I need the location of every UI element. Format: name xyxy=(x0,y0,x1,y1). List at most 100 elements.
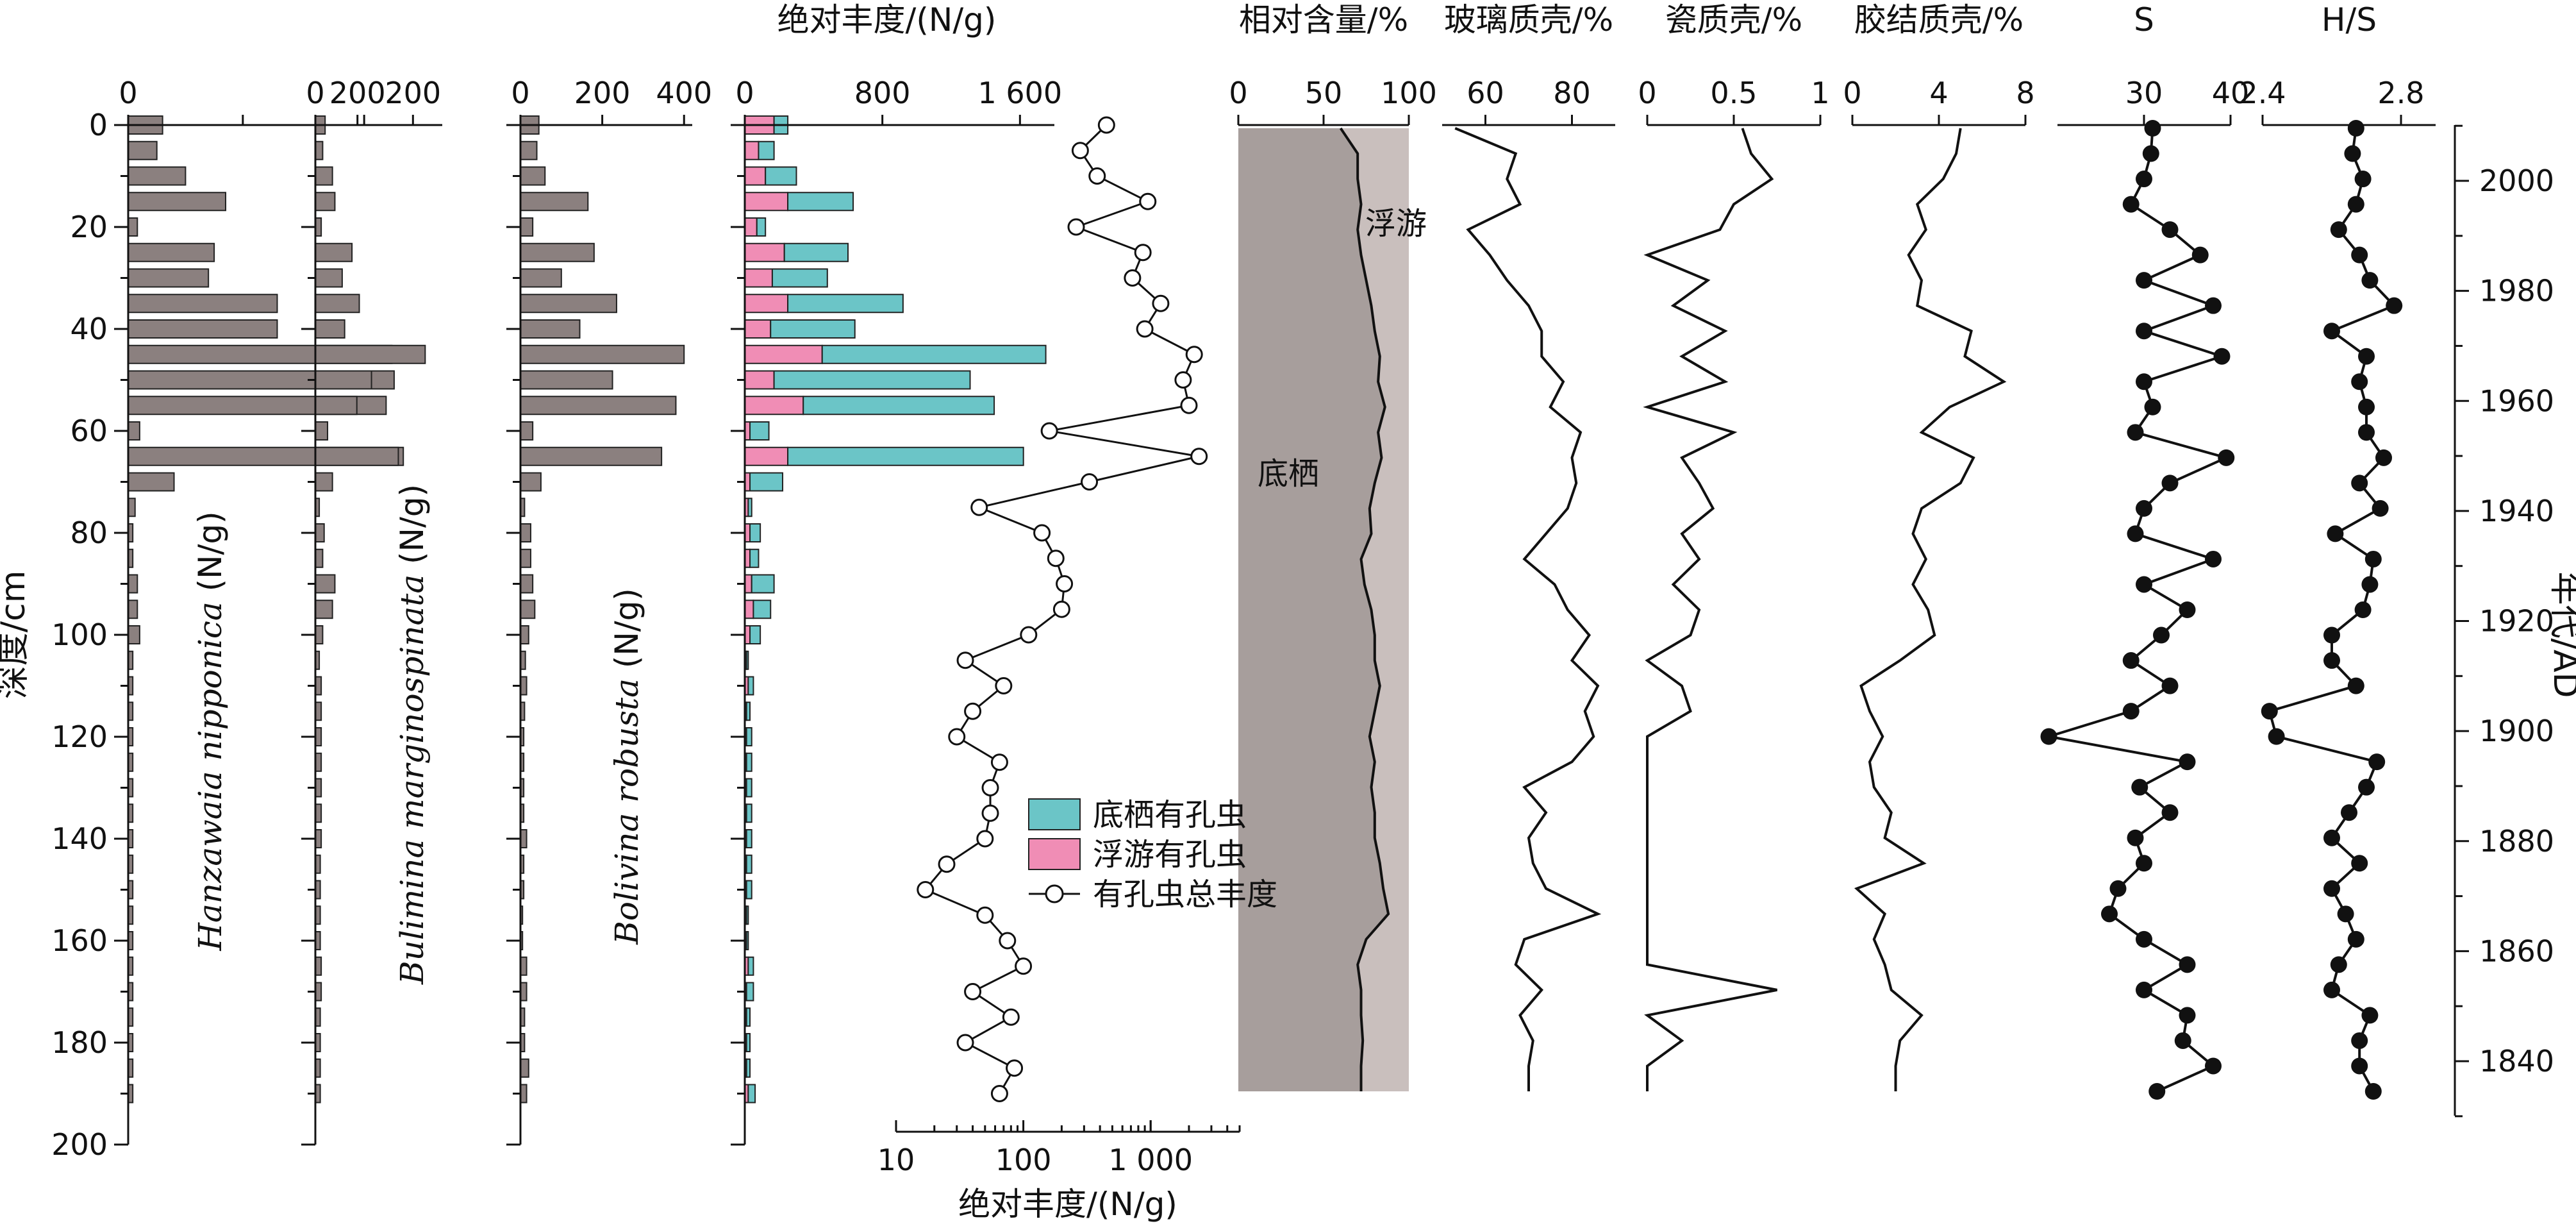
HS-point xyxy=(2351,1032,2368,1049)
hanzawaia-bar xyxy=(128,574,138,594)
background-layer xyxy=(1238,128,1409,1091)
planktonic-bar xyxy=(744,166,767,186)
total-abundance-point xyxy=(1180,396,1198,414)
total-abundance-point xyxy=(1067,218,1085,236)
benthic-bar xyxy=(745,982,754,1002)
legend-swatch xyxy=(1028,798,1081,830)
benthic-bar xyxy=(745,701,751,721)
S-x-tick-label: 30 xyxy=(2125,76,2163,110)
total-abundance-point xyxy=(964,702,982,720)
S-point xyxy=(2144,398,2161,416)
bulimina-label-unit: (N/g) xyxy=(394,484,431,575)
total-abundance-point xyxy=(1097,116,1115,134)
total-abundance-point xyxy=(917,881,935,898)
benthic-bar xyxy=(751,574,775,594)
depth-tick-label: 160 xyxy=(51,923,108,958)
bolivina-bar xyxy=(520,396,677,416)
bulimina-bar xyxy=(315,574,336,594)
hanzawaia-bar xyxy=(128,625,140,644)
benthic-bar xyxy=(749,548,760,568)
planktonic-bar xyxy=(744,396,804,416)
bulimina-bar xyxy=(315,166,333,186)
HS-point xyxy=(2361,1007,2379,1024)
HS-point xyxy=(2327,525,2344,542)
HS-x-tick-label: 2.8 xyxy=(2377,76,2424,110)
bolivina-bar xyxy=(520,166,546,186)
bolivina-bar xyxy=(520,319,581,339)
benthic-bar xyxy=(745,931,749,950)
glass-x-tick-label: 60 xyxy=(1467,76,1504,110)
cemented-line xyxy=(1854,128,2007,1091)
S-point xyxy=(2142,145,2159,162)
bulimina-bar xyxy=(315,192,336,212)
porcelain-x-tick-label: 0.5 xyxy=(1710,76,1757,110)
total-abundance-point xyxy=(1052,600,1070,618)
S-point xyxy=(2122,652,2140,669)
bulimina-bar xyxy=(315,370,372,390)
total-abundance-point xyxy=(990,1085,1008,1102)
HS-point xyxy=(2347,120,2364,137)
benthic-bar xyxy=(745,803,752,823)
S-line xyxy=(2048,128,2231,1093)
bulimina-x-tick-label: 0 xyxy=(306,76,324,110)
HS-point xyxy=(2386,297,2403,314)
HS-point xyxy=(2323,880,2340,897)
bolivina-bar xyxy=(520,217,534,237)
planktonic-bar xyxy=(744,294,789,314)
total-abundance-point xyxy=(981,779,999,796)
HS-point xyxy=(2351,855,2368,872)
bolivina-bar xyxy=(520,548,531,568)
bolivina-x-tick-label: 400 xyxy=(656,76,712,110)
hanzawaia-bar xyxy=(128,192,227,212)
log-tick-label: 10 xyxy=(877,1143,915,1177)
S-point xyxy=(2101,905,2118,923)
benthic-bar xyxy=(745,1033,751,1052)
hanzawaia-bar xyxy=(128,498,136,517)
benthic-bar xyxy=(773,370,971,390)
planktonic-bar xyxy=(744,140,760,160)
total-abundance-point xyxy=(981,804,999,822)
bolivina-bar xyxy=(520,242,595,262)
hanzawaia-bar xyxy=(128,472,175,492)
benthic-bar xyxy=(747,676,754,696)
HS-point xyxy=(2368,753,2386,771)
HS-point xyxy=(2347,196,2364,213)
HS-point xyxy=(2372,500,2389,517)
benthic-bar xyxy=(758,140,775,160)
bulimina-bar xyxy=(315,319,345,339)
hanzawaia-bar xyxy=(128,421,140,441)
log-axis-title: 绝对丰度/(N/g) xyxy=(958,1186,1177,1223)
total-abundance-point xyxy=(1040,422,1058,440)
S-point xyxy=(2122,703,2140,720)
S-point xyxy=(2161,804,2179,821)
total-abundance-point xyxy=(1152,294,1170,312)
bulimina-bar xyxy=(315,268,343,288)
S-point xyxy=(2136,171,2152,188)
S-point xyxy=(2136,930,2152,948)
HS-point xyxy=(2358,348,2375,365)
S-point xyxy=(2205,1057,2222,1075)
hanzawaia-bar xyxy=(128,600,138,619)
bulimina-bar xyxy=(315,446,399,466)
age-tick-label: 2000 xyxy=(2479,164,2554,198)
HS-point xyxy=(2354,601,2372,618)
benthic-bar xyxy=(745,778,752,798)
total-abundance-point xyxy=(1071,142,1089,160)
HS-point xyxy=(2347,930,2364,948)
planktonic-bar xyxy=(744,600,754,619)
total-abundance-point xyxy=(1047,550,1065,567)
benthic-bar xyxy=(752,600,772,619)
benthic-bar xyxy=(771,268,828,288)
HS-point xyxy=(2323,829,2340,846)
bolivina-label: Bolivina robusta (N/g) xyxy=(608,588,645,945)
bulimina-x-tick-label: 200 xyxy=(385,76,441,110)
benthic-bar xyxy=(745,650,749,670)
age-tick-label: 1960 xyxy=(2479,383,2554,418)
porcelain-title: 瓷质壳/% xyxy=(1665,1,1802,38)
HS-title: H/S xyxy=(2322,1,2377,38)
bolivina-bar xyxy=(520,523,531,542)
HS-point xyxy=(2323,652,2340,669)
bolivina-bar xyxy=(520,192,589,212)
HS-x-tick-label: 2.4 xyxy=(2239,76,2286,110)
S-point xyxy=(2136,855,2152,872)
